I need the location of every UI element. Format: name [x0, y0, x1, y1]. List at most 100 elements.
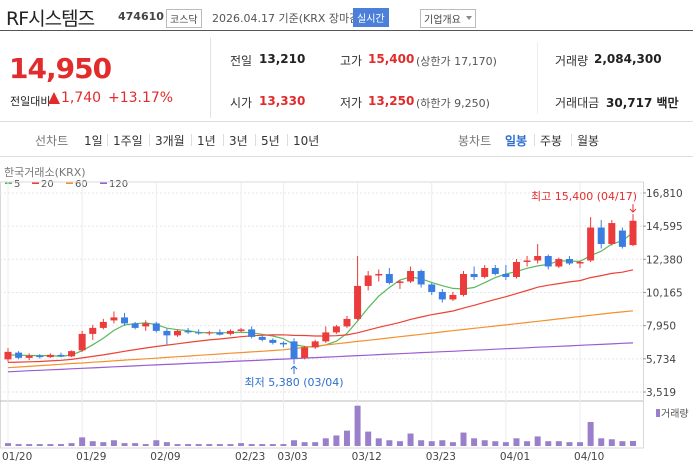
- current-price: 14,950: [9, 52, 112, 85]
- volume-bar: [587, 422, 594, 446]
- y-tick-label: 7,950: [646, 321, 676, 333]
- candle-body: [523, 260, 531, 262]
- stat-label: 거래대금: [555, 96, 600, 110]
- volume-bar: [36, 444, 43, 446]
- candle-body: [460, 273, 468, 295]
- volume-bar: [5, 443, 11, 446]
- candle-body: [512, 261, 520, 277]
- candle-body: [407, 270, 415, 282]
- x-tick-label: 03/03: [277, 451, 307, 463]
- candle-body: [311, 341, 319, 348]
- volume-bar: [577, 442, 584, 446]
- tab[interactable]: 1년: [197, 134, 216, 148]
- volume-bar: [280, 444, 287, 446]
- stat-value: 13,210: [259, 52, 306, 66]
- volume-bar: [354, 405, 361, 446]
- stat-note: (하한가 9,250): [416, 97, 490, 110]
- volume-legend: 거래량: [661, 408, 689, 420]
- tab-separator: [255, 134, 256, 146]
- tab[interactable]: 10년: [293, 134, 320, 148]
- candle-body: [587, 227, 595, 261]
- company-button[interactable]: 기업개요: [420, 9, 476, 28]
- tab[interactable]: 월봉: [577, 134, 600, 148]
- tab[interactable]: 5년: [261, 134, 280, 148]
- candle-body: [555, 258, 563, 267]
- divider: [0, 156, 693, 157]
- stock-code: 474610: [118, 10, 164, 23]
- x-tick-label: 03/12: [352, 451, 382, 463]
- high-annotation: 최고 15,400 (04/17): [531, 190, 637, 203]
- stat-label: 고가: [340, 54, 363, 68]
- tab[interactable]: 일봉: [505, 134, 528, 148]
- stat-value: 13,250: [368, 94, 415, 108]
- volume-bar: [333, 435, 340, 446]
- stat-label: 시가: [230, 96, 253, 110]
- tab[interactable]: 1주일: [113, 134, 143, 148]
- candle-body: [491, 267, 499, 274]
- x-tick-label: 02/09: [150, 451, 180, 463]
- candle-body: [216, 332, 224, 335]
- divider: [0, 30, 693, 31]
- volume-bar: [248, 444, 255, 446]
- volume-bar: [259, 444, 266, 446]
- candle-body: [226, 330, 234, 334]
- volume-bar: [513, 438, 520, 446]
- y-tick-label: 10,165: [646, 287, 683, 299]
- stat-label: 저가: [340, 96, 363, 110]
- candle-body: [142, 323, 150, 327]
- volume-bar: [312, 442, 319, 446]
- volume-bar: [365, 431, 372, 446]
- y-tick-label: 3,519: [646, 387, 676, 399]
- candle-body: [173, 330, 181, 336]
- y-tick-label: 14,595: [646, 221, 683, 233]
- candle-body: [36, 355, 44, 358]
- candle-body: [576, 261, 584, 264]
- candle-body: [184, 330, 192, 333]
- volume-bar: [492, 441, 499, 446]
- candle-body: [502, 273, 510, 277]
- market-badge: 코스닥: [166, 9, 202, 28]
- volume-bar: [396, 441, 403, 446]
- company-label: 기업개요: [424, 15, 461, 26]
- tab[interactable]: 1일: [84, 134, 103, 148]
- volume-bar: [121, 443, 128, 446]
- change-label: 전일대비: [10, 95, 51, 108]
- stat-value: 15,400: [368, 52, 415, 66]
- candle-body: [4, 351, 12, 360]
- candle-body: [89, 327, 97, 334]
- candle-body: [470, 273, 478, 277]
- tab-separator: [149, 134, 150, 146]
- candle-body: [597, 227, 605, 245]
- volume-bar: [619, 441, 626, 446]
- volume-bar: [68, 443, 75, 446]
- tab[interactable]: 주봉: [540, 134, 563, 148]
- x-tick-label: 03/23: [426, 451, 456, 463]
- candle-body: [78, 333, 86, 351]
- volume-bar: [301, 442, 308, 446]
- y-tick-label: 12,380: [646, 254, 683, 266]
- volume-bar: [566, 442, 573, 446]
- volume-bar: [216, 444, 223, 446]
- volume-bar: [142, 444, 149, 446]
- volume-bar: [481, 440, 488, 446]
- x-tick-label: 01/20: [2, 451, 32, 463]
- volume-bar: [206, 444, 213, 446]
- candle-body: [618, 230, 626, 247]
- candle-body: [481, 267, 489, 277]
- stat-value: 2,084,300: [594, 52, 662, 66]
- volume-bar: [375, 438, 382, 446]
- legend-label: 120: [109, 179, 128, 190]
- volume-bar: [598, 438, 605, 446]
- candle-body: [258, 336, 266, 340]
- candle-body: [269, 339, 277, 343]
- volume-bar: [460, 432, 467, 446]
- candle-body: [57, 354, 65, 357]
- candle-body: [131, 323, 139, 328]
- candle-body: [565, 258, 573, 264]
- realtime-button[interactable]: 실시간: [353, 8, 389, 27]
- tab[interactable]: 3년: [229, 134, 248, 148]
- candle-body: [364, 275, 372, 286]
- stock-name: RF시스템즈: [6, 8, 95, 30]
- tab[interactable]: 3개월: [155, 134, 185, 148]
